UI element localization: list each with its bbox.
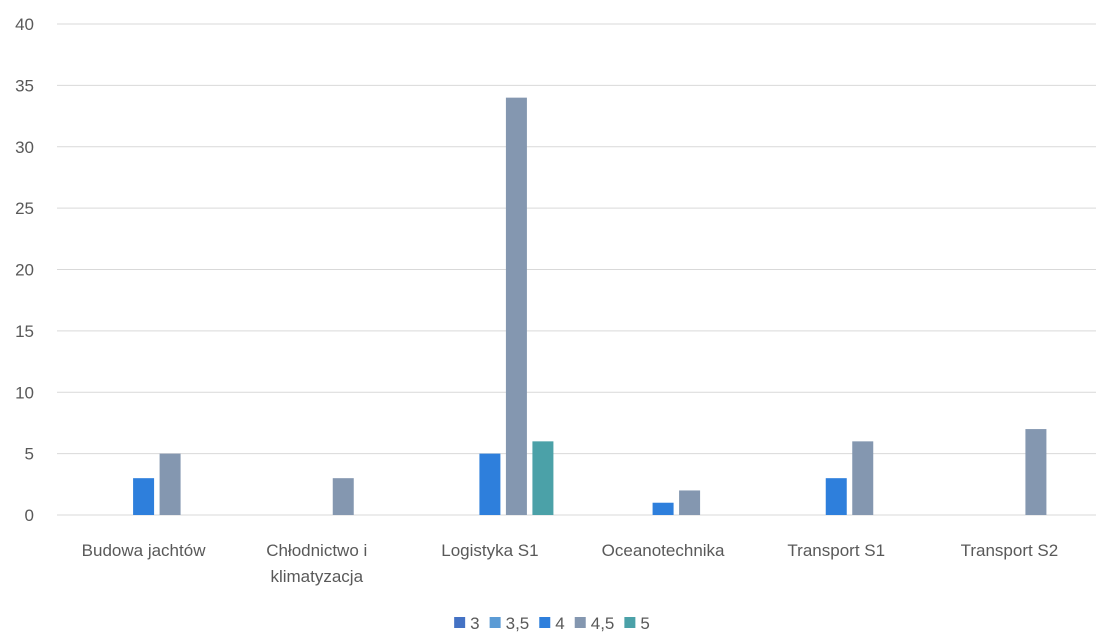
x-category-label: Budowa jachtów xyxy=(82,541,207,560)
legend-swatch xyxy=(574,617,586,628)
x-category-label: Chłodnictwo i xyxy=(266,541,367,560)
gridlines xyxy=(57,23,1096,516)
y-axis-tick-labels: 0 5 10 15 20 25 30 35 40 xyxy=(15,15,34,525)
bars xyxy=(133,97,1047,516)
bar-series-4-5-5 xyxy=(1025,429,1047,515)
legend-label: 4 xyxy=(555,614,564,633)
legend-swatch xyxy=(454,617,466,628)
bar-series-4-5-4 xyxy=(852,441,874,515)
y-tick-label: 10 xyxy=(15,383,34,402)
bar-series-5-2 xyxy=(532,441,554,515)
bar-series-4-5-1 xyxy=(332,478,354,515)
y-tick-label: 0 xyxy=(25,506,34,525)
bar-series-4-5-3 xyxy=(679,490,701,515)
legend-label: 3,5 xyxy=(506,614,530,633)
bar-series-4-3 xyxy=(652,502,674,515)
x-category-label: Transport S2 xyxy=(961,541,1059,560)
bar-series-4-0 xyxy=(133,478,155,515)
legend-label: 4,5 xyxy=(591,614,615,633)
legend: 3 3,5 4 4,5 5 xyxy=(454,614,650,633)
y-tick-label: 20 xyxy=(15,261,34,280)
legend-swatch xyxy=(539,617,551,628)
bar-series-4-5-0 xyxy=(159,453,181,515)
legend-swatch xyxy=(624,617,636,628)
y-tick-label: 40 xyxy=(15,15,34,34)
x-axis-category-labels: Budowa jachtów Chłodnictwo i klimatyzacja L… xyxy=(82,541,1059,586)
x-category-label: Transport S1 xyxy=(787,541,885,560)
x-category-label: Oceanotechnika xyxy=(602,541,725,560)
x-category-label: Logistyka S1 xyxy=(441,541,538,560)
bar-series-4-5-2 xyxy=(505,97,527,516)
bar-series-4-2 xyxy=(479,453,501,515)
y-tick-label: 5 xyxy=(25,445,34,464)
legend-label: 5 xyxy=(640,614,649,633)
y-tick-label: 30 xyxy=(15,138,34,157)
x-category-label: klimatyzacja xyxy=(270,567,363,586)
legend-swatch xyxy=(489,617,501,628)
legend-label: 3 xyxy=(470,614,479,633)
y-tick-label: 25 xyxy=(15,199,34,218)
y-tick-label: 15 xyxy=(15,322,34,341)
bar-series-4-4 xyxy=(825,478,847,515)
y-tick-label: 35 xyxy=(15,76,34,95)
